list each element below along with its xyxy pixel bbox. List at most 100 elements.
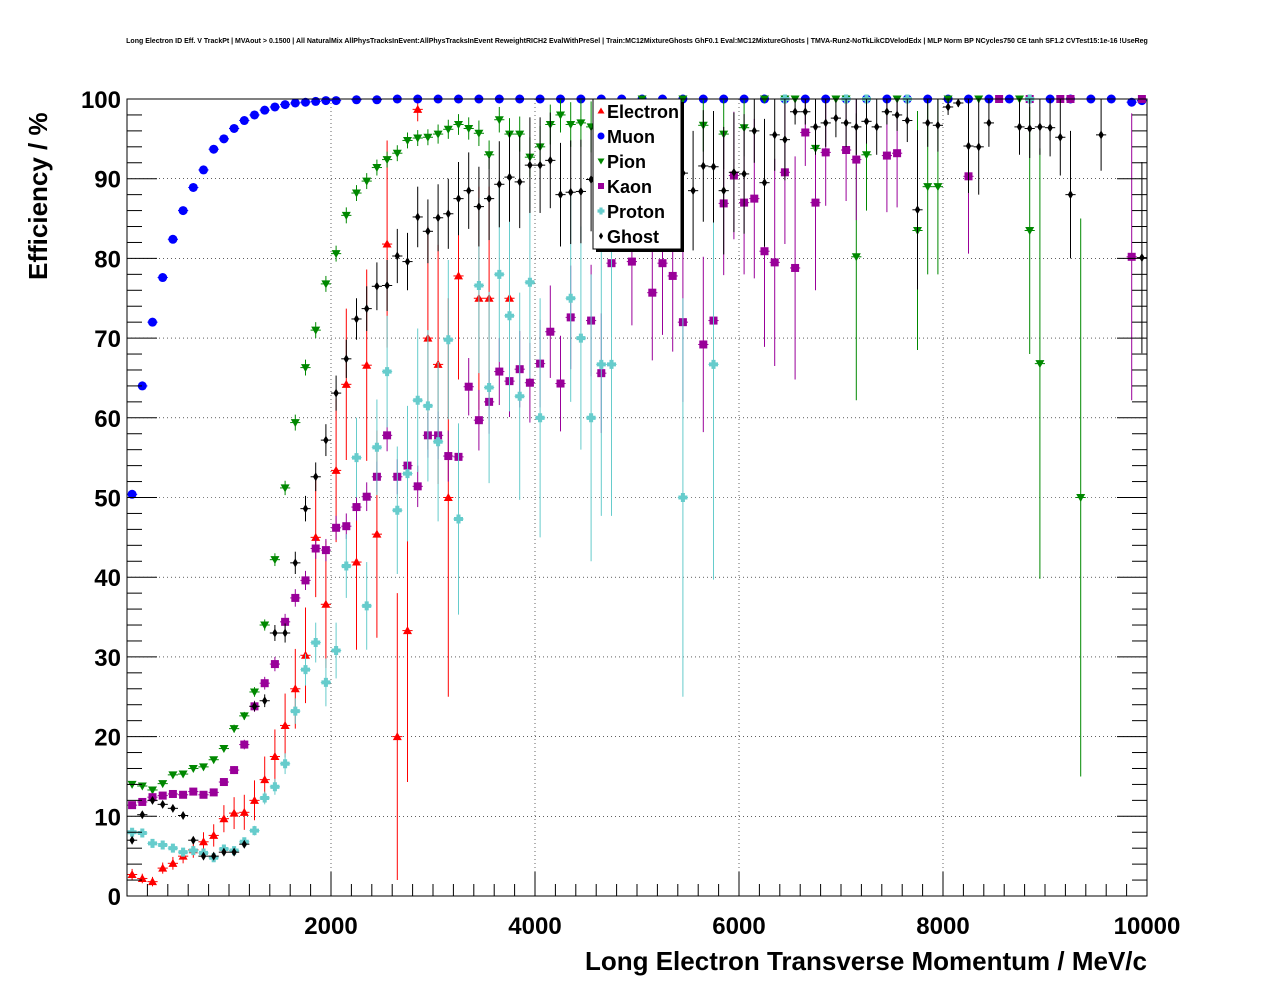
proton-point: [433, 437, 443, 447]
ghost-point: [272, 628, 278, 638]
ghost-point: [884, 107, 890, 117]
ghost-point: [986, 118, 992, 128]
proton-point: [505, 311, 514, 321]
proton-point: [515, 391, 525, 401]
kaon-point: [199, 790, 208, 799]
pion-point: [188, 764, 198, 773]
muon-point: [260, 105, 270, 115]
pion-point: [923, 183, 933, 192]
pion-point: [158, 780, 168, 789]
proton-point: [494, 269, 504, 279]
ghost-point: [1139, 253, 1145, 263]
electron-point: [352, 557, 361, 566]
ghost-point: [149, 795, 156, 805]
ghost-point: [404, 257, 411, 267]
ghost-point: [129, 835, 135, 845]
ghost-point: [364, 304, 370, 314]
y-tick-label: 80: [94, 246, 121, 273]
muon-point: [270, 102, 280, 112]
pion-point: [566, 121, 576, 130]
pion-point: [851, 253, 861, 262]
proton-point: [443, 335, 453, 345]
muon-point: [280, 100, 290, 110]
proton-point: [454, 514, 463, 524]
x-tick-label: 10000: [1114, 913, 1181, 940]
proton-point: [403, 469, 412, 479]
legend-marker-electron: [597, 107, 605, 114]
ghost-point: [1047, 123, 1053, 133]
pion-point: [556, 111, 565, 120]
proton-point: [148, 838, 157, 848]
ghost-point: [200, 851, 207, 861]
ghost-point: [343, 354, 349, 364]
legend-box: [592, 98, 682, 250]
kaon-point: [383, 431, 392, 440]
muon-point: [321, 96, 331, 106]
ghost-point: [965, 141, 972, 151]
kaon-point: [230, 766, 239, 775]
electron-point: [290, 684, 300, 693]
muon-point: [239, 116, 249, 126]
kaon-point: [852, 155, 861, 164]
muon-point: [331, 96, 341, 106]
pion-point: [1025, 227, 1035, 236]
ghost-point: [792, 107, 798, 117]
ghost-point: [486, 194, 492, 204]
electron-point: [148, 877, 157, 886]
legend-marker-pion: [597, 158, 605, 165]
pion-point: [443, 125, 453, 134]
pion-point: [862, 151, 871, 160]
proton-point: [301, 665, 310, 675]
pion-point: [933, 183, 943, 192]
legend-label-kaon: Kaon: [607, 177, 652, 197]
proton-point: [413, 395, 423, 405]
muon-point: [301, 97, 310, 107]
muon-point: [178, 206, 188, 216]
electron-point: [158, 863, 168, 872]
ghost-point: [823, 118, 829, 128]
pion-point: [403, 136, 412, 145]
y-tick-label: 100: [81, 87, 121, 114]
proton-point: [566, 293, 576, 303]
y-tick-label: 50: [94, 486, 121, 513]
electron-point: [239, 807, 249, 816]
ghost-point: [435, 213, 441, 223]
pion-point: [168, 771, 178, 780]
pion-point: [423, 133, 433, 142]
kaon-point: [219, 778, 228, 787]
kaon-point: [301, 576, 310, 585]
kaon-point: [770, 258, 779, 267]
pion-point: [576, 119, 586, 128]
pion-point: [341, 211, 351, 220]
y-tick-label: 60: [94, 406, 121, 433]
kaon-point: [464, 382, 473, 391]
legend-marker-muon: [597, 132, 605, 140]
kaon-point: [413, 482, 422, 491]
ghost-point: [853, 122, 859, 132]
ghost-point: [374, 281, 380, 291]
muon-point: [219, 134, 229, 144]
proton-point: [260, 793, 270, 803]
pion-point: [1076, 494, 1086, 502]
proton-point: [270, 782, 280, 792]
proton-point: [188, 846, 198, 856]
ghost-point: [710, 162, 717, 172]
legend-marker-kaon: [598, 183, 604, 189]
kaon-point: [627, 257, 636, 266]
y-tick-label: 40: [94, 565, 121, 592]
pion-point: [178, 770, 188, 779]
kaon-point: [791, 263, 800, 272]
ghost-point: [496, 179, 502, 189]
pion-point: [515, 130, 525, 139]
proton-point: [525, 277, 535, 287]
kaon-point: [495, 367, 504, 376]
electron-point: [168, 858, 178, 867]
muon-point: [158, 273, 168, 283]
x-axis-label: Long Electron Transverse Momentum / MeV/…: [585, 946, 1147, 976]
kaon-point: [556, 379, 565, 388]
ghost-point: [384, 280, 390, 290]
ghost-point: [282, 628, 288, 638]
kaon-point: [750, 194, 759, 203]
ghost-point: [976, 142, 982, 152]
